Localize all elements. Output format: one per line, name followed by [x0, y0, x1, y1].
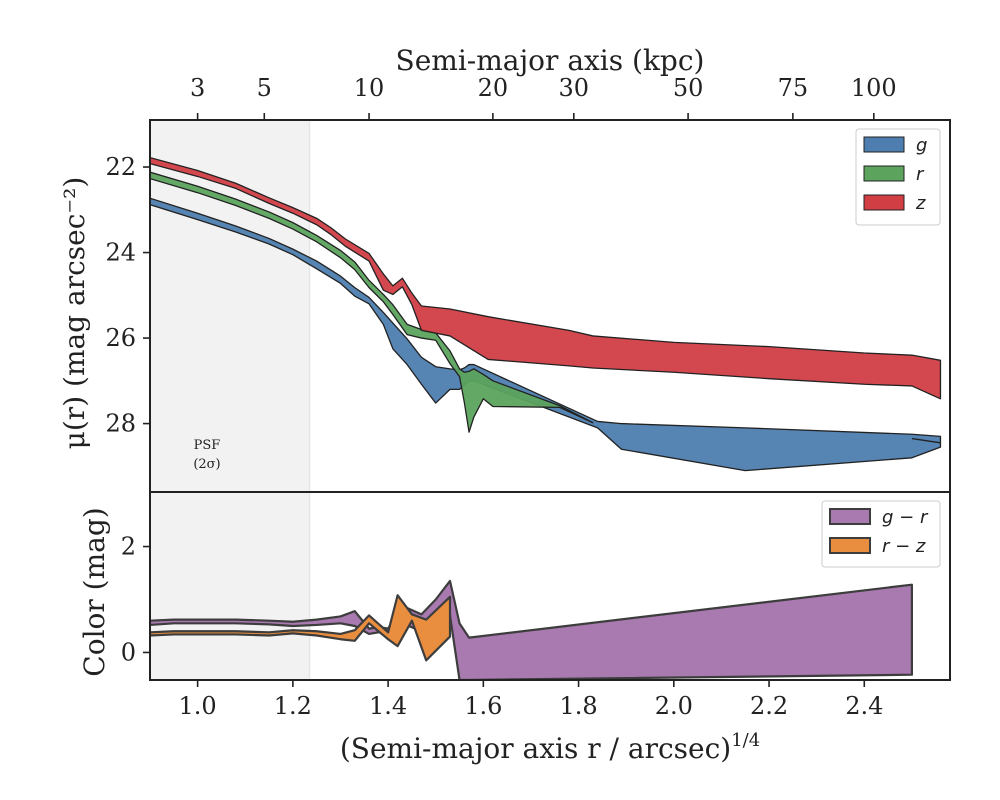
y-axis-label-surface-brightness: μ(r) (mag arcsec⁻²): [58, 177, 91, 450]
surface-brightness-panel: 22 24 26 28 3 5 10 20 30 50 75 100 PSF (2σ) grz: [105, 74, 951, 493]
x-tick-label: 1.0: [179, 692, 217, 720]
plot-area: [150, 579, 914, 680]
y-tick-label: 28: [105, 410, 136, 438]
y-tick-label: 24: [105, 239, 136, 267]
legend-swatch: [863, 194, 905, 211]
psf-label-line: PSF: [194, 438, 221, 453]
legend-label: r: [916, 164, 925, 185]
top-x-tick-label: 50: [673, 74, 704, 102]
y-tick-label: 26: [105, 324, 136, 352]
band-rz-1: [150, 594, 452, 662]
x-tick-label: 2.0: [655, 692, 693, 720]
legend-label: z: [915, 193, 926, 214]
y-axis-label-color: Color (mag): [78, 507, 111, 676]
y-tick-label: 2: [121, 533, 136, 561]
psf-region: [150, 492, 310, 680]
top-x-tick-label: 10: [354, 74, 385, 102]
x-tick-label: 1.8: [559, 692, 597, 720]
band-z-lower-edge: [911, 437, 941, 444]
top-x-axis-label: Semi-major axis (kpc): [396, 44, 705, 77]
top-x-tick-label: 20: [478, 74, 509, 102]
legend-swatch: [863, 165, 905, 182]
band-z-2: [150, 156, 942, 400]
band-g-0: [150, 197, 942, 472]
psf-region: [150, 120, 310, 492]
band-gr-0: [150, 579, 914, 680]
top-x-tick-label: 3: [190, 74, 205, 102]
legend-label: r − z: [882, 536, 926, 557]
band-r-1: [150, 171, 594, 433]
x-axis-label: (Semi-major axis r / arcsec)1/4: [340, 730, 760, 765]
top-x-tick-label: 5: [257, 74, 272, 102]
x-axis-label-text: (Semi-major axis r / arcsec): [340, 732, 731, 765]
x-tick-label: 1.4: [369, 692, 407, 720]
x-tick-label: 1.2: [274, 692, 312, 720]
plot-frame: [149, 491, 951, 681]
x-axis-label-exponent: 1/4: [731, 730, 760, 751]
axis-labels: Semi-major axis (kpc) μ(r) (mag arcsec⁻²…: [58, 44, 760, 765]
legend-swatch: [863, 136, 905, 153]
x-tick-label: 2.4: [845, 692, 883, 720]
x-tick-label: 1.6: [464, 692, 502, 720]
legend-label: g: [916, 135, 927, 156]
plot-area: [150, 156, 942, 472]
color-panel: 0 2 1.0 1.2 1.4 1.6 1.8 2.0 2.2 2.4 g − r r − z: [121, 491, 951, 720]
legend-swatch: [829, 508, 871, 525]
top-x-tick-label: 30: [559, 74, 590, 102]
top-x-tick-label: 75: [778, 74, 809, 102]
legend-swatch: [829, 537, 871, 554]
psf-label-line: (2σ): [193, 457, 220, 472]
y-tick-label: 0: [121, 638, 136, 666]
x-tick-label: 2.2: [750, 692, 788, 720]
top-x-tick-label: 100: [851, 74, 897, 102]
y-tick-label: 22: [105, 153, 136, 181]
legend-label: g − r: [882, 507, 929, 528]
